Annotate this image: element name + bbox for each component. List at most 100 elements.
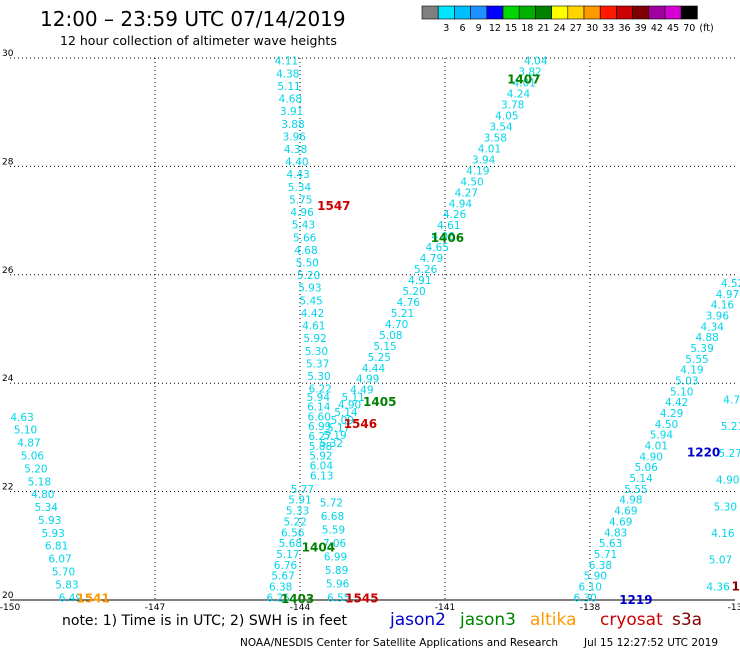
swh-value: 5.06 — [21, 450, 45, 462]
swh-value: 5.70 — [52, 567, 75, 579]
x-tick-label: -13 — [728, 603, 740, 613]
swh-value: 6.22 — [309, 384, 332, 396]
swh-value: 4.24 — [507, 89, 531, 101]
colorbar-swatch — [502, 5, 520, 20]
swh-value: 4.68 — [279, 94, 302, 106]
swh-value: 4.76 — [397, 297, 421, 309]
colorbar-label: 21 — [537, 23, 549, 34]
swh-value: 6.55 — [327, 592, 350, 604]
colorbar-label: 27 — [570, 23, 582, 34]
swh-value: 5.66 — [293, 232, 317, 244]
swh-value: 4.88 — [695, 332, 718, 344]
footer-note: note: 1) Time is in UTC; 2) SWH is in fe… — [62, 613, 348, 629]
colorbar-label: 9 — [476, 23, 482, 34]
swh-colorbar: 3 6 9 12 15 18 21 24 27 30 33 36 39 42 45 70 (ft) — [421, 5, 714, 34]
swh-value: 5.94 — [307, 392, 331, 404]
swh-value: 6.38 — [589, 560, 612, 572]
swh-value: 4.52 — [721, 278, 740, 290]
swh-value: 4.90 — [716, 475, 739, 487]
swh-value: 5.07 — [709, 555, 732, 567]
swh-value: 5.39 — [690, 343, 713, 355]
swh-value: 4.90 — [640, 451, 663, 463]
swh-value: 5.14 — [629, 473, 653, 485]
swh-value: 5.30 — [307, 371, 330, 383]
swh-value: 4.01 — [513, 78, 536, 90]
pass-number-label: 1220 — [687, 446, 720, 460]
swh-value: 4.61 — [437, 220, 460, 232]
swh-value: 4.38 — [276, 68, 299, 80]
x-tick-label: -150 — [0, 603, 20, 613]
plot-area: -150 -147 -144 -141 -138 -13 20 22 24 26 28 30 4.63… — [0, 49, 740, 613]
pass-number-label: 19 — [731, 579, 740, 593]
legend-s3a: s3a — [672, 610, 702, 630]
pass-number-label: 1541 — [76, 591, 109, 605]
swh-value: 4.38 — [284, 144, 307, 156]
swh-value: 6.04 — [310, 461, 334, 473]
swh-value: 5.63 — [599, 538, 622, 550]
swh-value: 5.14 — [334, 407, 358, 419]
swh-value: 3.54 — [489, 122, 513, 134]
colorbar-swatch — [518, 5, 536, 20]
swh-value: 6.30 — [573, 592, 596, 604]
chart-subtitle: 12 hour collection of altimeter wave hei… — [60, 33, 337, 48]
swh-value: 5.45 — [299, 295, 322, 307]
swh-value: 4.91 — [408, 275, 431, 287]
colorbar-label: 24 — [554, 23, 566, 34]
pass-number-label: 1219 — [619, 593, 652, 607]
swh-value: 4.80 — [31, 489, 54, 501]
swh-value: 4.19 — [680, 365, 703, 377]
swh-value: 5.15 — [373, 341, 396, 353]
satellite-legend: jason2 jason3 altika cryosat s3a — [389, 610, 702, 630]
colorbar-label: 36 — [618, 23, 630, 34]
colorbar-label: 12 — [489, 23, 501, 34]
swh-value: 5.27 — [718, 448, 740, 460]
x-tick-label: -144 — [290, 603, 311, 613]
swh-value: 4.77 — [723, 394, 740, 406]
swh-value: 3.96 — [706, 310, 730, 322]
swh-value: 5.25 — [368, 352, 391, 364]
swh-value: 6.14 — [307, 402, 331, 414]
x-tick-label: -147 — [145, 603, 165, 613]
swh-value: 5.92 — [303, 333, 326, 345]
swh-value: 6.81 — [45, 541, 68, 553]
swh-value: 5.19 — [323, 430, 346, 442]
swh-value: 5.21 — [721, 421, 740, 433]
colorbar-label: 45 — [667, 23, 679, 34]
swh-value: 6.60 — [308, 411, 331, 423]
swh-value: 5.71 — [594, 549, 617, 561]
swh-value: 4.27 — [455, 187, 478, 199]
colorbar-label: 15 — [505, 23, 517, 34]
swh-value: 6.68 — [321, 511, 344, 523]
swh-value: 3.88 — [281, 119, 304, 131]
swh-value: 5.21 — [391, 308, 414, 320]
pass-number-label: 1547 — [317, 199, 350, 213]
colorbar-label: 42 — [651, 23, 663, 34]
pass-number-label: 1406 — [431, 231, 464, 245]
swh-value: 6.07 — [48, 554, 71, 566]
swh-value: 5.94 — [650, 430, 674, 442]
swh-value: 4.61 — [302, 321, 325, 333]
swh-value: 5.22 — [283, 516, 306, 528]
colorbar-swatch — [421, 5, 439, 20]
y-tick-label: 20 — [2, 591, 14, 601]
swh-value: 5.55 — [685, 354, 708, 366]
swh-value: 5.20 — [24, 463, 47, 475]
swh-value: 5.30 — [714, 501, 737, 513]
colorbar-swatch — [437, 5, 455, 20]
swh-value: 5.17 — [276, 549, 299, 561]
colorbar-label: 18 — [521, 23, 533, 34]
colorbar-label: 3 — [443, 23, 449, 34]
swh-value: 5.68 — [279, 538, 302, 550]
swh-value: 5.59 — [322, 525, 345, 537]
y-tick-label: 24 — [2, 374, 14, 384]
y-tick-label: 26 — [2, 266, 14, 276]
swh-value: 4.69 — [614, 506, 637, 518]
swh-value: 4.26 — [443, 209, 467, 221]
swh-value: 5.32 — [320, 438, 343, 450]
swh-value: 4.65 — [426, 242, 449, 254]
swh-value: 5.88 — [309, 441, 332, 453]
swh-value: 4.44 — [362, 363, 386, 375]
colorbar-swatch — [648, 5, 666, 20]
swh-value: 5.34 — [35, 502, 59, 514]
